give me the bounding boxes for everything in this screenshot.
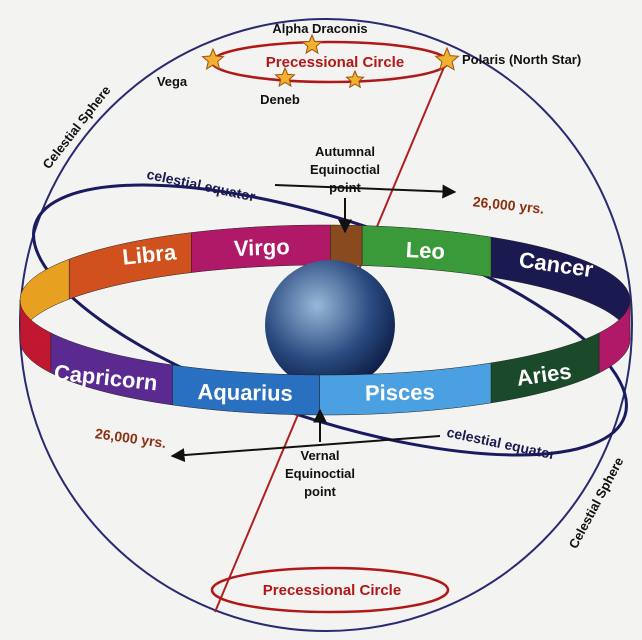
star bbox=[274, 66, 296, 88]
zodiac-segment bbox=[330, 224, 363, 266]
zodiac-label: Leo bbox=[405, 237, 445, 264]
vernal-label: Vernal bbox=[300, 448, 339, 463]
earth bbox=[265, 260, 395, 390]
arrow bbox=[170, 435, 441, 463]
precessional-circle-bottom bbox=[210, 566, 450, 614]
circle-label: Precessional Circle bbox=[266, 54, 404, 71]
star bbox=[345, 69, 365, 89]
vernal-label: Equinoctial bbox=[285, 466, 355, 481]
autumnal-label: Autumnal bbox=[315, 144, 375, 159]
zodiac-label: Libra bbox=[121, 239, 178, 270]
zodiac-label: Virgo bbox=[233, 234, 290, 261]
star bbox=[201, 47, 225, 70]
star bbox=[301, 33, 323, 55]
zodiac-segment bbox=[598, 299, 631, 374]
stars bbox=[201, 33, 460, 89]
zodiac-back: Libra Virgo Leo Cancer bbox=[19, 224, 631, 341]
zodiac-label: Aquarius bbox=[197, 379, 293, 406]
star bbox=[434, 46, 460, 71]
star-label: Vega bbox=[157, 74, 188, 89]
zodiac-label: Pisces bbox=[365, 379, 435, 405]
vernal-label: point bbox=[304, 484, 336, 499]
period-label: 26,000 yrs. bbox=[472, 193, 545, 216]
autumnal-label: Equinoctial bbox=[310, 162, 380, 177]
arrow bbox=[274, 184, 457, 199]
star-label: Deneb bbox=[260, 92, 300, 107]
star-label: Polaris (North Star) bbox=[462, 52, 581, 67]
star-label: Alpha Draconis bbox=[272, 21, 367, 36]
celestial-equator bbox=[32, 183, 628, 457]
circle-label: Precessional Circle bbox=[263, 582, 401, 599]
